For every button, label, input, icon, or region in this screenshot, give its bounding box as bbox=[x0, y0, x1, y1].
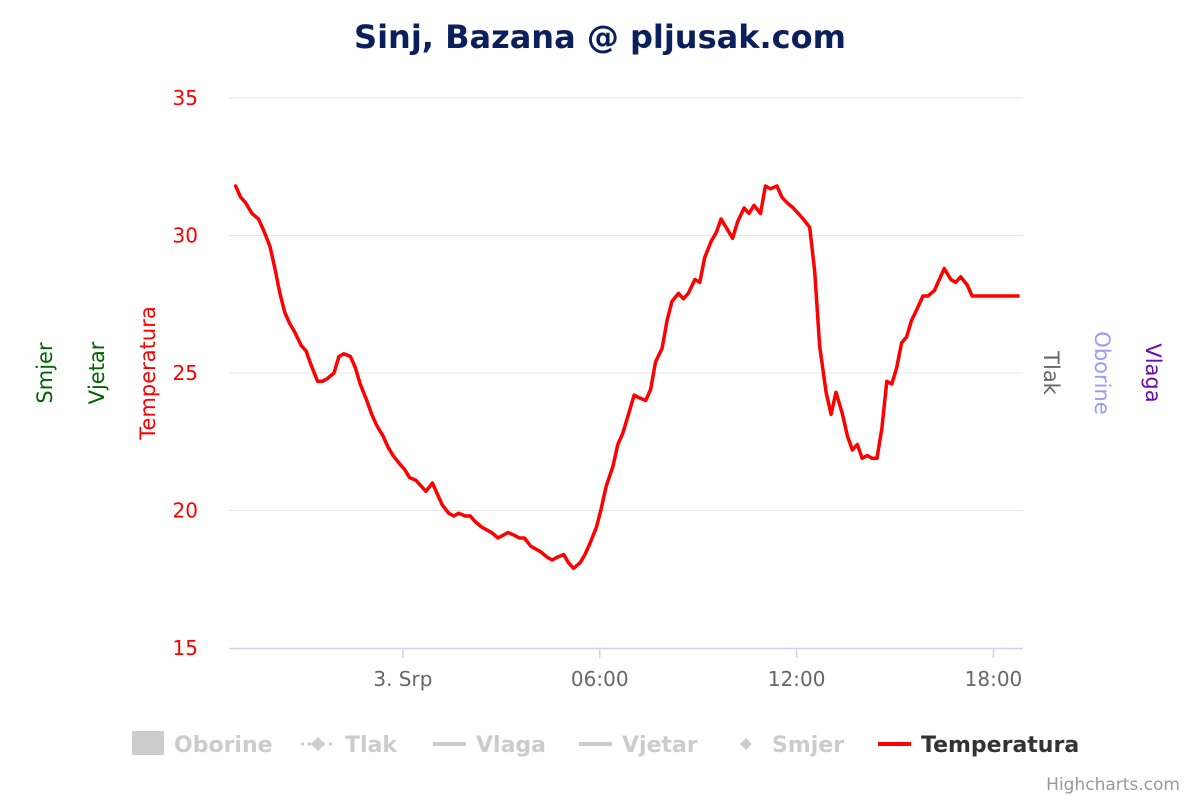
axis-title-oborine: Oborine bbox=[1090, 331, 1114, 414]
legend-item-temperatura[interactable]: Temperatura bbox=[878, 733, 1079, 758]
legend-item-vlaga[interactable]: Vlaga bbox=[433, 733, 546, 758]
legend-symbol-oborine bbox=[132, 731, 164, 755]
y-tick-label: 25 bbox=[173, 361, 198, 385]
x-tick-label: 18:00 bbox=[965, 667, 1023, 691]
x-tick-labels: 3. Srp 06:00 12:00 18:00 bbox=[373, 667, 1022, 691]
legend-label-vlaga: Vlaga bbox=[476, 733, 546, 758]
legend-label-temperatura: Temperatura bbox=[921, 733, 1079, 758]
legend-symbol-tlak-marker bbox=[311, 737, 325, 751]
series-layer bbox=[233, 184, 1020, 571]
x-tick-label: 3. Srp bbox=[373, 667, 432, 691]
legend-label-tlak: Tlak bbox=[345, 733, 398, 758]
legend-symbol-smjer bbox=[740, 738, 752, 750]
chart-title: Sinj, Bazana @ pljusak.com bbox=[354, 18, 846, 56]
axis-title-temperatura: Temperatura bbox=[136, 306, 160, 440]
legend-item-tlak[interactable]: Tlak bbox=[301, 733, 398, 758]
axis-title-smjer: Smjer bbox=[33, 342, 57, 404]
legend-label-oborine: Oborine bbox=[174, 733, 273, 758]
y-tick-labels: 15 20 25 30 35 bbox=[173, 86, 198, 660]
legend-item-smjer[interactable]: Smjer bbox=[740, 733, 844, 758]
legend-item-vjetar[interactable]: Vjetar bbox=[579, 733, 698, 758]
x-tick-label: 12:00 bbox=[768, 667, 826, 691]
axis-title-vlaga: Vlaga bbox=[1141, 343, 1165, 402]
legend-label-vjetar: Vjetar bbox=[622, 733, 698, 758]
y-tick-label: 15 bbox=[173, 636, 198, 660]
axis-title-tlak: Tlak bbox=[1039, 350, 1063, 396]
y-tick-label: 35 bbox=[173, 86, 198, 110]
legend-label-smjer: Smjer bbox=[772, 733, 844, 758]
axis-title-vjetar: Vjetar bbox=[85, 341, 109, 404]
y-tick-label: 20 bbox=[173, 499, 198, 523]
legend-item-oborine[interactable]: Oborine bbox=[132, 731, 273, 758]
series-line-temperatura[interactable] bbox=[233, 184, 1020, 571]
grid-lines bbox=[229, 97, 1023, 511]
x-axis bbox=[229, 647, 1023, 658]
y-tick-label: 30 bbox=[173, 224, 198, 248]
legend: Oborine Tlak Vlaga Vjetar Smjer Temperat… bbox=[132, 731, 1079, 758]
x-tick-label: 06:00 bbox=[571, 667, 629, 691]
credits-link[interactable]: Highcharts.com bbox=[1046, 775, 1180, 795]
